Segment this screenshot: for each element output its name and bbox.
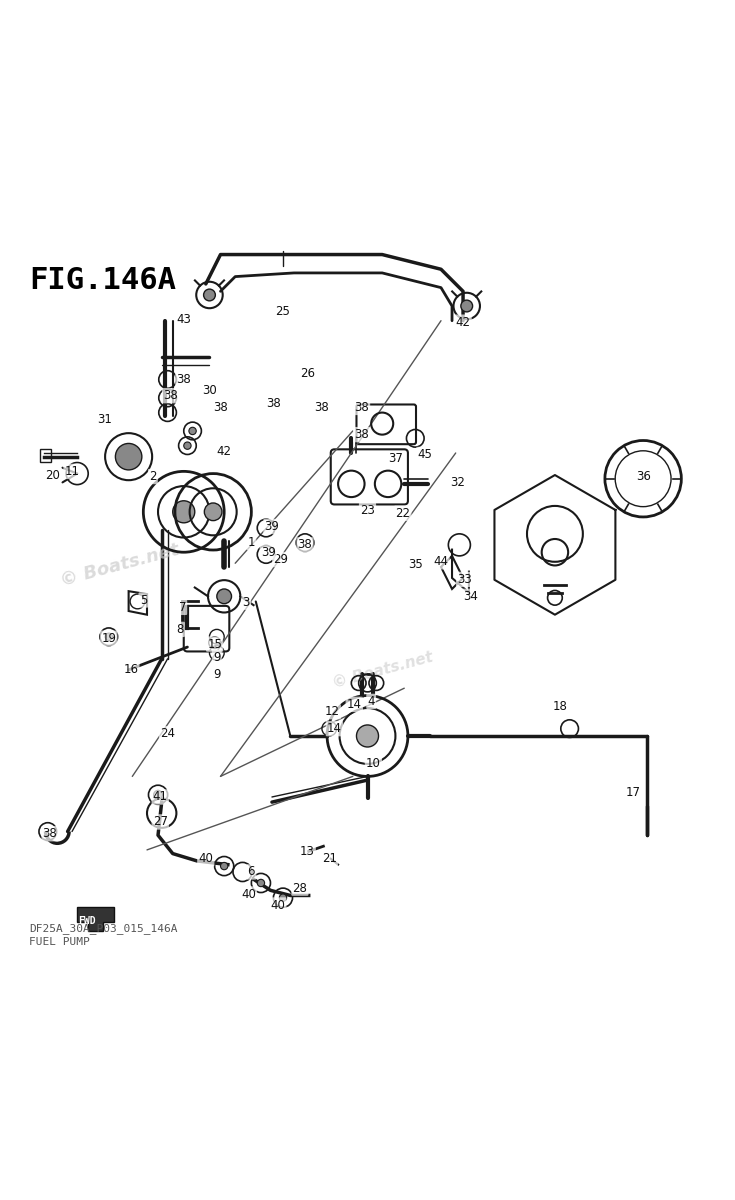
Text: 38: 38 [43, 827, 57, 840]
Text: 14: 14 [347, 698, 362, 710]
Circle shape [173, 500, 195, 523]
Text: 37: 37 [388, 452, 403, 466]
Text: 40: 40 [198, 852, 213, 865]
Text: 42: 42 [217, 445, 232, 458]
Text: 23: 23 [360, 504, 375, 517]
Circle shape [189, 427, 196, 434]
Text: 16: 16 [123, 664, 138, 677]
Text: DF25A_30A_P03_015_146A: DF25A_30A_P03_015_146A [29, 924, 178, 935]
Circle shape [204, 503, 222, 521]
Circle shape [154, 791, 162, 799]
Text: 25: 25 [276, 305, 290, 318]
Text: 6: 6 [248, 865, 255, 878]
Text: FIG.146A: FIG.146A [29, 265, 176, 294]
Text: 22: 22 [395, 506, 410, 520]
Polygon shape [77, 907, 114, 931]
Text: 38: 38 [176, 373, 191, 386]
Text: 38: 38 [354, 401, 369, 414]
Text: FUEL PUMP: FUEL PUMP [29, 937, 90, 947]
Text: 8: 8 [176, 623, 184, 636]
Text: 39: 39 [261, 546, 276, 559]
Text: 12: 12 [325, 706, 340, 719]
Text: 13: 13 [300, 845, 315, 858]
Text: 7: 7 [179, 601, 186, 614]
Text: 33: 33 [457, 572, 472, 586]
Text: 20: 20 [46, 468, 60, 481]
Circle shape [204, 289, 215, 301]
Text: © Boats.net: © Boats.net [331, 650, 434, 691]
Circle shape [461, 300, 473, 312]
Circle shape [184, 442, 191, 449]
Text: 9: 9 [213, 650, 220, 664]
Text: 5: 5 [140, 594, 147, 606]
Bar [40, 449, 51, 462]
Text: 38: 38 [213, 401, 228, 414]
Text: 35: 35 [408, 558, 423, 571]
Text: 40: 40 [241, 888, 256, 900]
Circle shape [279, 894, 287, 901]
Text: 10: 10 [366, 757, 381, 769]
Circle shape [220, 863, 228, 870]
Text: 26: 26 [300, 367, 315, 380]
Text: 42: 42 [456, 316, 470, 329]
FancyBboxPatch shape [184, 606, 229, 652]
Text: 4: 4 [368, 695, 375, 708]
Text: 38: 38 [266, 396, 281, 409]
Text: 32: 32 [450, 476, 465, 488]
Text: 3: 3 [243, 595, 250, 608]
Text: 14: 14 [327, 722, 342, 736]
Text: 15: 15 [207, 637, 222, 650]
Text: 19: 19 [101, 631, 116, 644]
Text: 36: 36 [636, 470, 650, 484]
Text: FWD: FWD [78, 916, 96, 926]
Text: 24: 24 [160, 727, 175, 740]
Text: 30: 30 [202, 384, 217, 397]
Text: 38: 38 [163, 389, 178, 402]
Circle shape [257, 880, 265, 887]
FancyBboxPatch shape [331, 449, 408, 504]
Text: 1: 1 [248, 536, 255, 550]
Text: 17: 17 [626, 786, 641, 799]
Text: 21: 21 [322, 852, 337, 865]
Circle shape [115, 444, 142, 470]
Text: 29: 29 [273, 553, 288, 566]
Text: 34: 34 [463, 590, 478, 602]
Text: 9: 9 [213, 668, 220, 682]
Text: 28: 28 [293, 882, 307, 895]
Circle shape [105, 634, 112, 641]
Text: 31: 31 [97, 414, 112, 426]
Text: 44: 44 [434, 556, 448, 569]
Text: 38: 38 [298, 539, 312, 551]
Text: © Boats.net: © Boats.net [59, 540, 182, 589]
Text: 38: 38 [354, 428, 369, 442]
Text: 40: 40 [270, 899, 285, 912]
FancyBboxPatch shape [356, 404, 416, 444]
Circle shape [356, 725, 379, 746]
Circle shape [217, 589, 232, 604]
Text: 39: 39 [265, 520, 279, 533]
Text: 45: 45 [417, 448, 432, 461]
Text: 43: 43 [176, 313, 191, 325]
Text: 27: 27 [153, 816, 168, 828]
Text: 11: 11 [65, 464, 79, 478]
Text: 2: 2 [149, 470, 157, 484]
Text: 41: 41 [153, 791, 168, 804]
Text: 18: 18 [553, 700, 567, 713]
Text: 38: 38 [315, 401, 329, 414]
